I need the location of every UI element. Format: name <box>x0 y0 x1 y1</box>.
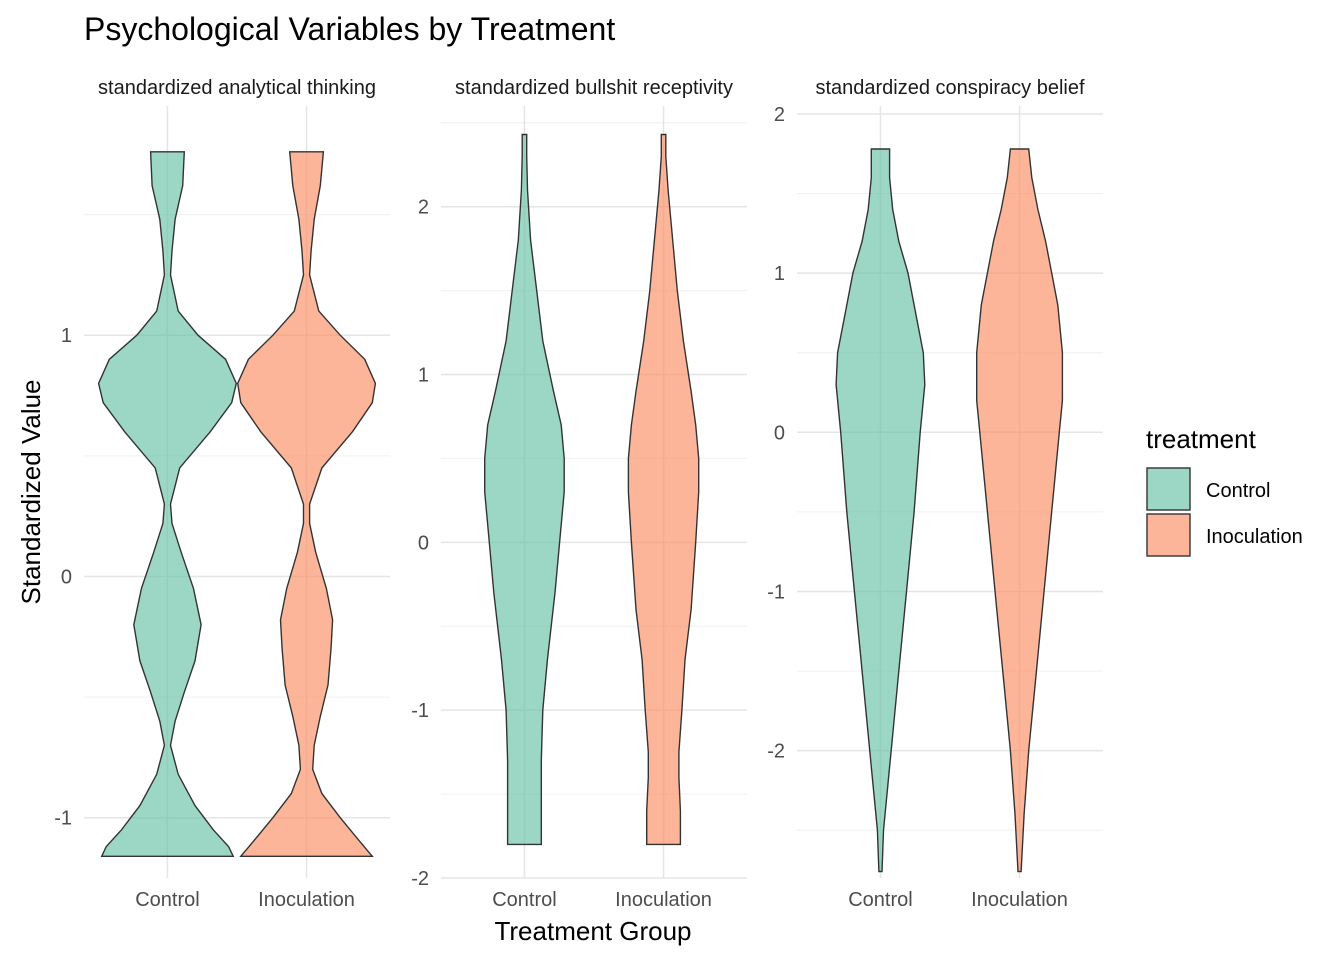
x-tick-label: Inoculation <box>971 889 1068 911</box>
y-tick-label: 0 <box>61 566 72 588</box>
y-tick-label: -2 <box>411 868 429 890</box>
violin-inoculation <box>976 148 1064 873</box>
legend-title: treatment <box>1146 424 1257 454</box>
violin-control <box>484 133 565 846</box>
facet-panel: -2 -1 0 1 2 Control Inoculation standardized bu… <box>411 77 747 911</box>
y-tick-label: -1 <box>54 808 72 830</box>
violin-control <box>835 148 926 873</box>
facet-panel: -1 0 1 Control Inoculation standardized analy… <box>54 77 390 911</box>
chart-title: Psychological Variables by Treatment <box>84 11 615 47</box>
facet-panel: -2 -1 0 1 2 Control Inoculation standardized co… <box>767 77 1103 911</box>
y-tick-label: -2 <box>767 741 785 763</box>
y-tick-label: -1 <box>767 581 785 603</box>
x-tick-label: Control <box>848 889 912 911</box>
legend-label-inoculation: Inoculation <box>1206 526 1303 548</box>
x-axis-title: Treatment Group <box>494 916 691 946</box>
facet-panels: -1 0 1 Control Inoculation standardized analy… <box>54 77 1103 911</box>
x-tick-label: Control <box>135 889 199 911</box>
legend-label-control: Control <box>1206 480 1270 502</box>
y-tick-label: 2 <box>774 104 785 126</box>
y-tick-label: 0 <box>774 422 785 444</box>
y-tick-label: 1 <box>418 365 429 387</box>
legend: treatment Control Inoculation <box>1146 424 1303 557</box>
facet-strip-label: standardized bullshit receptivity <box>455 77 733 99</box>
x-tick-label: Inoculation <box>258 889 355 911</box>
y-tick-label: 1 <box>61 325 72 347</box>
violin-inoculation <box>627 133 700 846</box>
y-tick-label: 0 <box>418 532 429 554</box>
facet-strip-label: standardized conspiracy belief <box>815 77 1084 99</box>
violin-inoculation <box>236 151 377 857</box>
x-tick-label: Inoculation <box>615 889 712 911</box>
y-axis-title: Standardized Value <box>16 379 46 604</box>
y-tick-label: 2 <box>418 197 429 219</box>
x-tick-label: Control <box>492 889 556 911</box>
legend-swatch-inoculation <box>1146 513 1191 557</box>
violin-control <box>97 151 238 857</box>
facet-strip-label: standardized analytical thinking <box>98 77 376 99</box>
legend-swatch-control <box>1146 467 1191 511</box>
y-tick-label: -1 <box>411 700 429 722</box>
y-tick-label: 1 <box>774 263 785 285</box>
